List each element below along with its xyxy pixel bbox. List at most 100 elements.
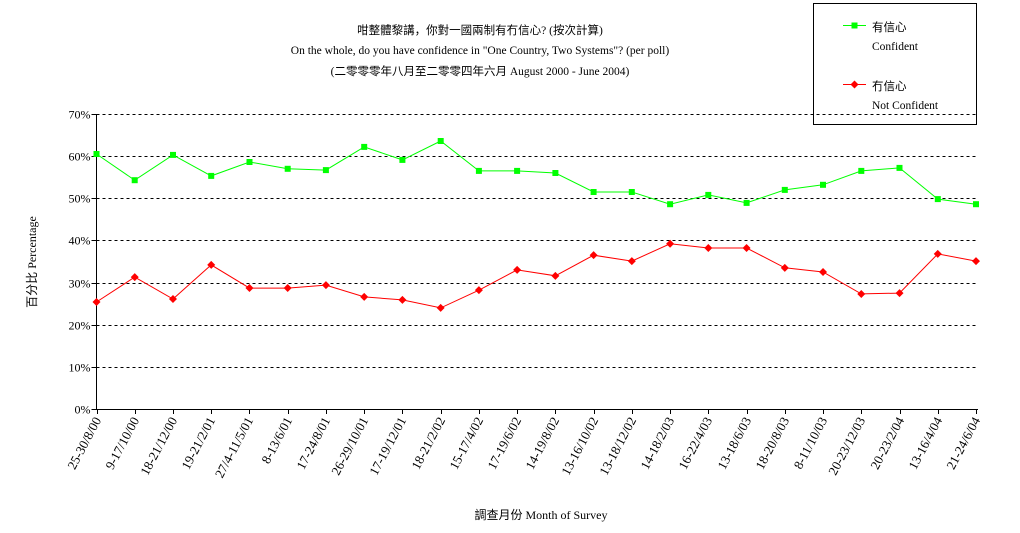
not-confident-line (96, 243, 977, 309)
series (92, 138, 980, 312)
y-tick-label: 70% (69, 108, 91, 122)
confident-point (781, 186, 788, 193)
x-tick-label: 25-30/8/00 (64, 414, 104, 471)
confident-point (934, 196, 941, 203)
x-tick-label: 13-16/10/02 (558, 414, 601, 477)
not-confident-point (627, 257, 636, 266)
not-confident-point (436, 303, 445, 312)
confident-series (93, 138, 979, 208)
confident-point (131, 177, 138, 184)
x-tick-label: 18-21/12/00 (137, 414, 180, 477)
y-tick-label: 30% (69, 277, 91, 291)
confident-point (284, 165, 291, 172)
x-tick-label: 19-21/2/01 (178, 414, 218, 471)
legend-confident-label-en: Confident (872, 41, 919, 53)
not-confident-point (551, 271, 560, 280)
x-tick-label: 20-23/2/04 (867, 414, 907, 472)
confident-point (552, 170, 559, 176)
not-confident-point (895, 289, 904, 298)
not-confident-point (283, 284, 292, 293)
not-confident-point (168, 295, 177, 304)
confident-point (361, 143, 368, 150)
not-confident-point (780, 263, 789, 272)
confident-line (96, 140, 977, 205)
not-confident-point (245, 284, 254, 293)
confident-point (590, 189, 597, 195)
not-confident-point (666, 239, 675, 248)
not-confident-point (92, 297, 101, 306)
confident-point (322, 167, 329, 174)
chart-period: (二零零零年八月至二零零四年六月 August 2000 - June 2004… (331, 64, 630, 78)
confident-point (705, 191, 712, 198)
y-tick-label: 20% (69, 319, 91, 333)
y-tick-label: 10% (69, 361, 91, 375)
confident-point (246, 159, 253, 165)
chart-subtitle: On the whole, do you have confidence in … (291, 45, 670, 57)
not-confident-point (742, 244, 751, 253)
x-tick-label: 18-20/8/03 (752, 414, 792, 471)
not-confident-point (398, 295, 407, 304)
x-tick-label: 21-24/6/04 (943, 414, 983, 472)
legend-not-confident-label-en: Not Confident (872, 100, 939, 112)
confident-point (93, 151, 100, 157)
not-confident-point (933, 249, 942, 258)
confident-point (667, 201, 674, 208)
not-confident-point (360, 292, 369, 301)
not-confident-point (589, 251, 598, 260)
confident-point (858, 167, 865, 174)
x-tick-label: 26-29/10/01 (328, 414, 371, 477)
x-tick-label: 15-17/4/02 (446, 414, 486, 471)
x-tick-label: 27/4-11/5/01 (212, 414, 257, 480)
x-tick-label: 13-16/4/04 (905, 414, 945, 472)
y-tick-label: 40% (69, 234, 91, 248)
x-tick-label: 16-22/4/03 (675, 414, 715, 471)
not-confident-point (207, 260, 216, 269)
x-tick-label: 14-18/2/03 (637, 414, 677, 471)
confident-point (820, 181, 826, 188)
legend-not-confident-label-zh: 冇信心 (872, 79, 907, 93)
legend-not-confident-marker (850, 80, 859, 89)
not-confident-series (92, 239, 980, 312)
confident-point (973, 201, 979, 208)
x-tick-label: 9-17/10/00 (102, 414, 142, 471)
confident-point (399, 156, 406, 163)
not-confident-point (130, 273, 139, 282)
y-tick-label: 60% (69, 150, 91, 164)
not-confident-point (819, 268, 828, 277)
not-confident-point (513, 265, 522, 274)
legend-box (813, 3, 977, 125)
legend-confident-marker (851, 22, 858, 29)
confident-point (437, 138, 444, 144)
y-tick-label: 0% (75, 403, 91, 417)
confident-point (896, 164, 903, 171)
confident-point (170, 151, 176, 158)
x-tick-label: 8-13/6/01 (258, 414, 295, 466)
not-confident-point (857, 289, 866, 298)
not-confident-point (321, 281, 330, 290)
not-confident-point (474, 286, 483, 295)
x-ticks: 25-30/8/009-17/10/0018-21/12/0019-21/2/0… (64, 409, 983, 480)
x-tick-label: 17-19/12/01 (366, 414, 409, 477)
legend-confident-label-zh: 有信心 (872, 20, 907, 34)
not-confident-point (972, 257, 980, 266)
x-tick-label: 18-21/2/02 (408, 414, 448, 471)
x-tick-label: 17-24/8/01 (293, 414, 333, 471)
x-tick-label: 13-18/12/02 (596, 414, 639, 477)
confident-point (514, 167, 521, 174)
gridlines (96, 114, 978, 368)
legend: 有信心 Confident 冇信心 Not Confident (813, 3, 977, 125)
x-tick-label: 17-19/6/02 (484, 414, 524, 471)
y-tick-label: 50% (69, 192, 91, 206)
not-confident-point (704, 244, 713, 253)
confident-point (628, 189, 635, 195)
confident-point (743, 199, 750, 206)
y-axis-label: 百分比 Percentage (25, 216, 39, 308)
x-tick-label: 13-18/6/03 (714, 414, 754, 471)
x-tick-label: 8-11/10/03 (790, 414, 830, 471)
chart-title: 咁整體黎講，你對一國兩制有冇信心? (按次計算) (357, 23, 603, 37)
x-tick-label: 14-19/8/02 (522, 414, 562, 471)
x-axis-label: 調查月份 Month of Survey (475, 508, 608, 522)
confident-point (208, 172, 215, 179)
x-tick-label: 20-23/12/03 (825, 414, 868, 477)
